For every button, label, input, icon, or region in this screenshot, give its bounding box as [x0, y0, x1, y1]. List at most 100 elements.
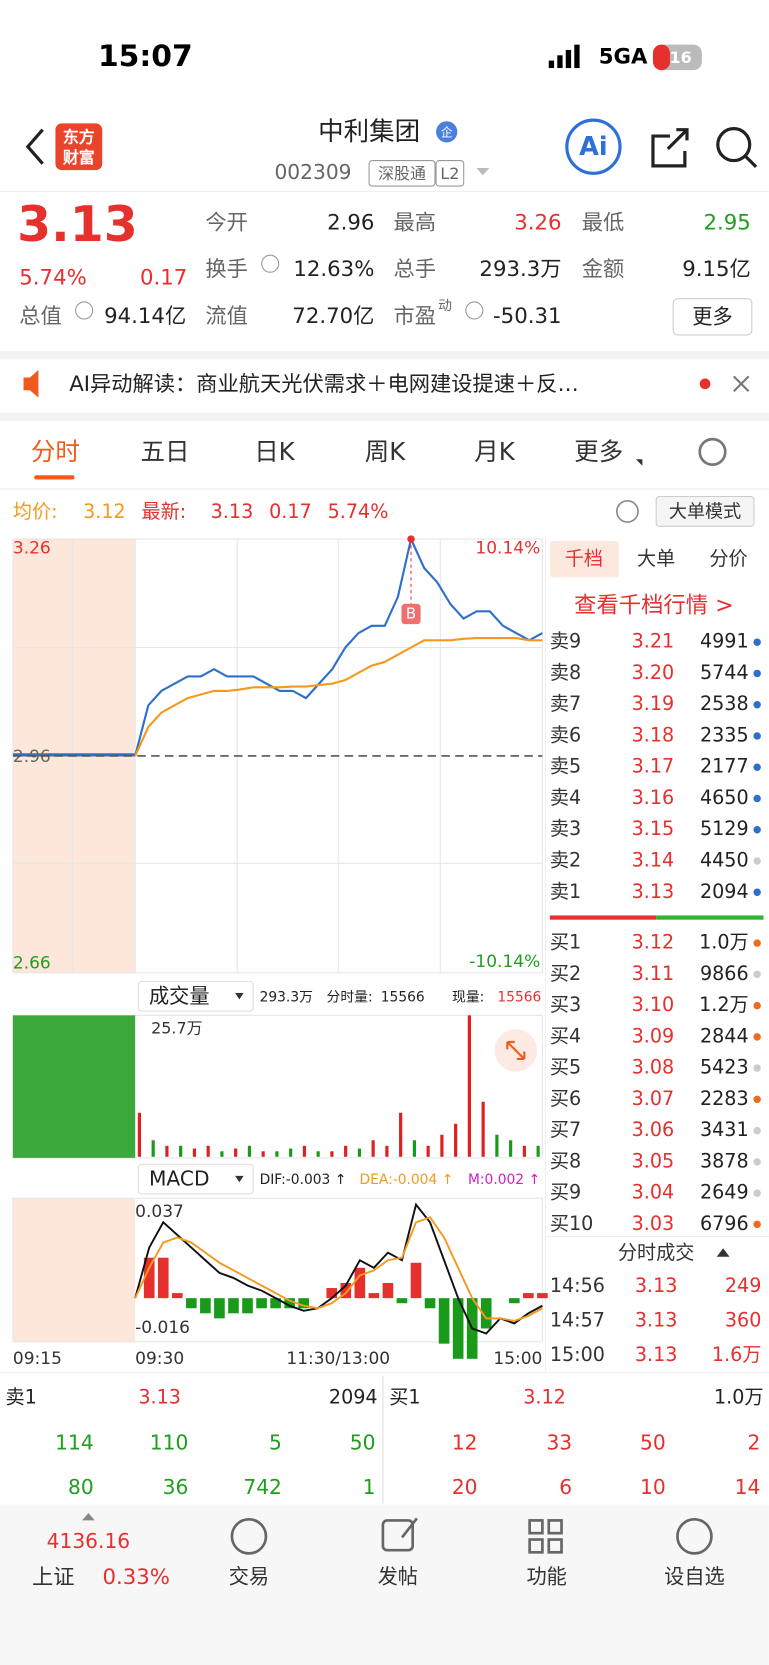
- level-dot: [753, 1126, 761, 1135]
- nav-item[interactable]: 设自选: [664, 1564, 725, 1588]
- price: 3.09: [632, 1024, 675, 1047]
- level-dot: [753, 939, 761, 947]
- tab[interactable]: 更多: [574, 437, 623, 466]
- level: 卖5: [550, 755, 581, 778]
- value: 15566: [381, 989, 425, 1005]
- settings-button[interactable]: [698, 437, 727, 466]
- tab[interactable]: 月K: [474, 437, 515, 466]
- back-button[interactable]: [25, 128, 44, 165]
- tag: L2: [440, 164, 459, 183]
- volume-bar: [357, 1148, 361, 1157]
- level: 卖6: [550, 723, 581, 746]
- field-sup: 动: [438, 298, 452, 314]
- level: 卖8: [550, 661, 581, 684]
- index-arrow: [82, 1512, 95, 1521]
- field-value: 293.3万: [479, 257, 561, 282]
- band: [0, 350, 769, 360]
- volume: 4450: [700, 848, 749, 871]
- level-dot: [753, 1095, 761, 1104]
- ask-trade: 36: [163, 1475, 189, 1499]
- macd-bar: [256, 1298, 267, 1309]
- volume-bar: [234, 1148, 238, 1157]
- close-button[interactable]: [733, 375, 750, 393]
- macd-bar: [452, 1298, 464, 1359]
- dropdown[interactable]: [476, 167, 490, 176]
- level-dot: [753, 1220, 761, 1229]
- price: 3.17: [632, 755, 675, 778]
- volume-selector[interactable]: [137, 980, 254, 1012]
- ask-trade: 1: [363, 1475, 376, 1499]
- logo: [55, 123, 103, 171]
- field-label: 换手: [205, 257, 248, 282]
- latest-label: 最新:: [142, 500, 187, 523]
- tab[interactable]: 周K: [365, 437, 406, 466]
- tab[interactable]: 日K: [254, 437, 295, 466]
- book-tab-active: [549, 541, 619, 578]
- logo-text: 东方: [63, 128, 95, 147]
- macd-bar: [382, 1282, 394, 1299]
- price: 3.06: [632, 1118, 675, 1141]
- level: 买9: [550, 1181, 581, 1204]
- macd-bar: [326, 1288, 338, 1299]
- macd-selector[interactable]: [137, 1163, 254, 1195]
- battery-level: [652, 44, 670, 71]
- volume-bar: [179, 1145, 183, 1157]
- share-button[interactable]: [651, 128, 689, 168]
- nav-item[interactable]: 功能: [526, 1564, 566, 1588]
- macd-bar: [438, 1298, 450, 1344]
- price: 3.20: [632, 661, 675, 684]
- label: 现量:: [452, 989, 484, 1005]
- ai-button[interactable]: [565, 118, 622, 175]
- level: 买3: [550, 993, 581, 1016]
- macd-bar: [270, 1298, 281, 1309]
- book-tab[interactable]: 千档: [565, 547, 603, 570]
- volume-bar: [330, 1151, 334, 1157]
- trade-time: 14:56: [550, 1274, 605, 1297]
- macd-bar: [298, 1298, 309, 1309]
- bid-trade: 6: [559, 1475, 572, 1499]
- dea: DEA:-0.004 ↑: [360, 1172, 454, 1188]
- more-button[interactable]: [672, 298, 753, 336]
- book-tab[interactable]: 大单: [637, 547, 675, 570]
- field-value: 3.26: [514, 210, 561, 235]
- trade-price: 3.13: [635, 1274, 678, 1297]
- search-button[interactable]: [716, 127, 752, 163]
- bid-bar: [656, 915, 764, 920]
- bid-trade: 20: [452, 1475, 478, 1499]
- price: 3.05: [632, 1149, 675, 1172]
- help-button[interactable]: [616, 499, 639, 523]
- macd-bar: [242, 1298, 253, 1314]
- level: 卖2: [550, 848, 581, 871]
- tab[interactable]: 分时: [31, 437, 80, 466]
- volume: 2649: [700, 1181, 749, 1204]
- book-tab[interactable]: 分价: [709, 547, 747, 570]
- mode-button[interactable]: [655, 495, 755, 527]
- nav-item[interactable]: 交易: [229, 1564, 269, 1588]
- price: 3.19: [632, 692, 675, 715]
- tab[interactable]: 五日: [141, 437, 190, 466]
- nav-item[interactable]: 发帖: [378, 1564, 418, 1588]
- bid-trade: 50: [640, 1430, 666, 1454]
- y-tick-label: 2.96: [13, 747, 51, 767]
- level: 卖9: [550, 630, 581, 653]
- level: 买10: [550, 1212, 593, 1235]
- volume: 2094: [329, 1386, 378, 1409]
- book-link[interactable]: 查看千档行情 >: [574, 593, 734, 619]
- volume: 2283: [700, 1087, 749, 1110]
- volume: 4991: [700, 630, 749, 653]
- trade-price: 3.13: [635, 1309, 678, 1332]
- signal: [548, 44, 580, 69]
- volume: 4650: [700, 786, 749, 809]
- volume: 5129: [700, 817, 749, 840]
- field-value: 72.70亿: [292, 304, 374, 329]
- latest: 3.13: [211, 500, 254, 523]
- volume-bar: [247, 1145, 252, 1157]
- tab-underline: [34, 475, 75, 480]
- ask-trade: 110: [150, 1430, 189, 1454]
- field-label: 今开: [205, 210, 248, 235]
- macd-bar: [537, 1293, 548, 1299]
- field-label: 总手: [394, 257, 437, 282]
- x-tick-label: 15:00: [493, 1349, 542, 1369]
